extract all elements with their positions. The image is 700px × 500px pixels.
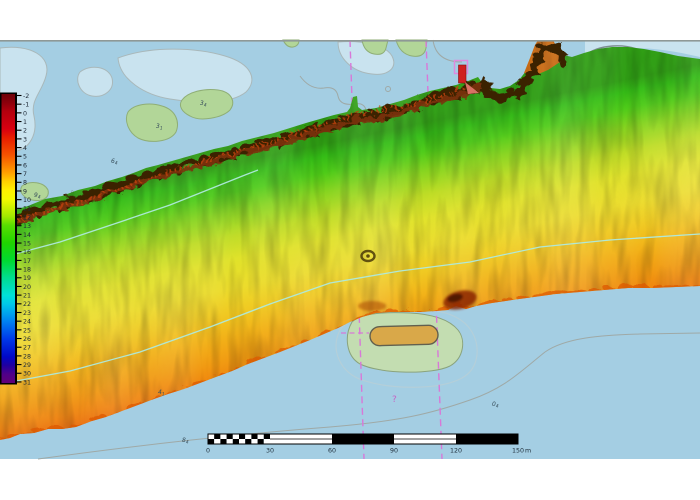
colorbar-label: 20 [23, 284, 31, 291]
scalebar-checker-cell [208, 434, 215, 439]
colorbar-label: 11 [23, 206, 31, 213]
wreck-hull-symbol [369, 324, 439, 347]
map-scale-bar: 0 30 60 90 120 150 m [206, 433, 531, 455]
scalebar-checker-cell [251, 439, 258, 444]
colorbar-label: 29 [23, 362, 31, 369]
colorbar-label: 21 [23, 293, 31, 300]
scalebar-checker-cell [245, 439, 252, 444]
scalebar-checker-cell [220, 434, 227, 439]
scalebar-unit: m [525, 448, 531, 455]
scalebar-checker-cell [214, 434, 221, 439]
seabed-object [360, 249, 376, 263]
depth-colorbar: -2-1012345678910111213141516171819202122… [0, 92, 31, 386]
scalebar-checker-cell [251, 434, 258, 439]
colorbar-label: 4 [23, 145, 27, 152]
colorbar-label: 1 [23, 119, 27, 126]
colorbar-label: 16 [23, 249, 31, 256]
colorbar-label: 0 [23, 110, 27, 117]
sounding-label: 41 [158, 389, 165, 398]
scalebar-checker-cell [239, 434, 246, 439]
scalebar-checker-cell [239, 439, 246, 444]
colorbar-label: 5 [23, 154, 27, 161]
scalebar-checker-cell [257, 434, 264, 439]
scalebar-checker-cell [226, 434, 233, 439]
scalebar-checker-cell [208, 439, 215, 444]
scalebar-label: 120 [450, 448, 462, 455]
colorbar-label: 18 [23, 267, 31, 274]
colorbar-ticks: -2-1012345678910111213141516171819202122… [15, 93, 31, 386]
colorbar-label: 17 [23, 258, 31, 265]
colorbar-label: 13 [23, 223, 31, 230]
colorbar-label: 7 [23, 171, 27, 178]
sounding-label: 64 [111, 158, 118, 167]
colorbar-label: -1 [23, 102, 29, 109]
colorbar-label: 28 [23, 353, 31, 360]
colorbar-label: 27 [23, 345, 31, 352]
sounding-label: 34 [200, 100, 207, 109]
colorbar-label: 19 [23, 275, 31, 282]
colorbar-label: 26 [23, 336, 31, 343]
annotations-layer: ? [392, 395, 397, 405]
sounding-label: 04 [492, 401, 499, 410]
colorbar-label: 24 [23, 319, 31, 326]
colorbar-label: 8 [23, 180, 27, 187]
colorbar-label: 15 [23, 240, 31, 247]
cyan-contour-lines [0, 169, 700, 385]
scalebar-segment [456, 434, 518, 444]
colorbar-label: 12 [23, 214, 31, 221]
sounding-label: 84 [182, 437, 189, 446]
colorbar-label: 22 [23, 301, 31, 308]
colorbar-label: 31 [23, 379, 31, 386]
wreck-scour [358, 290, 477, 311]
scalebar-label: 30 [266, 448, 274, 455]
colorbar-label: 9 [23, 188, 27, 195]
colorbar-label: 6 [23, 162, 27, 169]
scalebar-checker-cell [214, 439, 221, 444]
scalebar-label: 0 [206, 448, 210, 455]
scalebar-checker-cell [263, 439, 270, 444]
scalebar-segment [332, 434, 394, 444]
scalebar-label: 90 [390, 448, 398, 455]
scalebar-label: 60 [328, 448, 336, 455]
soundings-layer: 31 34 64 94 41 04 84 [34, 100, 499, 446]
scalebar-label: 150 [512, 448, 524, 455]
colorbar-label: -2 [23, 93, 29, 100]
scalebar-checker-cell [232, 434, 239, 439]
intertidal-green-areas [20, 39, 428, 201]
bank-toe-fringe [0, 281, 700, 440]
scalebar-checker-cell [263, 434, 270, 439]
sounding-label: 31 [156, 123, 163, 132]
scalebar-checker-cell [257, 439, 264, 444]
colorbar-label: 2 [23, 128, 27, 135]
colorbar-label: 3 [23, 136, 27, 143]
chart-top-border [0, 40, 700, 42]
colorbar-label: 25 [23, 327, 31, 334]
scalebar-checker-cell [245, 434, 252, 439]
sounding-label: 94 [34, 192, 41, 201]
scalebar-checker-cell [226, 439, 233, 444]
colorbar-label: 23 [23, 310, 31, 317]
colorbar-label: 14 [23, 232, 31, 239]
uncertainty-question-mark: ? [392, 395, 397, 405]
scalebar-checker-cell [220, 439, 227, 444]
shore-ridge [0, 38, 567, 226]
colorbar-label: 10 [23, 197, 31, 204]
colorbar-label: 30 [23, 371, 31, 378]
beacon-symbol [453, 59, 479, 94]
scalebar-checker-cell [232, 439, 239, 444]
